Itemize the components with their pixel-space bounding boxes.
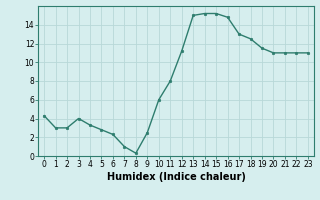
X-axis label: Humidex (Indice chaleur): Humidex (Indice chaleur)	[107, 172, 245, 182]
